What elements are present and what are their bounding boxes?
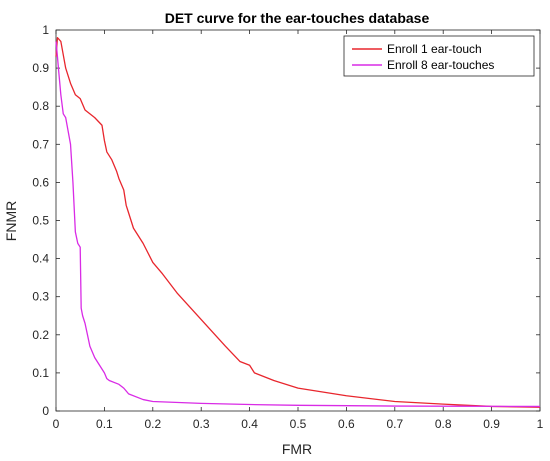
axes-box [55, 29, 541, 412]
x-tick-label: 0.8 [435, 417, 452, 431]
y-tick-label: 0.8 [32, 99, 49, 113]
x-axis-label: FMR [282, 441, 312, 457]
y-tick-label: 0 [42, 404, 49, 418]
legend-label-2: Enroll 8 ear-touches [387, 58, 494, 72]
legend-label-1: Enroll 1 ear-touch [387, 42, 482, 56]
x-tick-label: 0.5 [290, 417, 307, 431]
x-tick-label: 1 [537, 417, 544, 431]
x-tick-label: 0.4 [241, 417, 258, 431]
legend: Enroll 1 ear-touch Enroll 8 ear-touches [343, 35, 535, 77]
y-tick-label: 0.9 [32, 61, 49, 75]
y-tick-label: 0.2 [32, 328, 49, 342]
chart-title: DET curve for the ear-touches database [165, 10, 430, 26]
x-tick-label: 0.3 [193, 417, 210, 431]
y-tick-label: 0.4 [32, 252, 49, 266]
y-tick-label: 1 [42, 23, 49, 37]
x-tick-label: 0.7 [386, 417, 403, 431]
y-tick-label: 0.6 [32, 175, 49, 189]
x-tick-label: 0.9 [483, 417, 500, 431]
plot-area: 0 0.1 0.2 0.3 0.4 0.5 0.6 0.7 0.8 0.9 1 0 0.1 0.2 0.3 0… [32, 23, 543, 431]
x-tick-label: 0 [53, 417, 60, 431]
legend-box [343, 35, 535, 77]
x-tick-label: 0.1 [96, 417, 113, 431]
y-tick-label: 0.7 [32, 137, 49, 151]
x-tick-label: 0.6 [338, 417, 355, 431]
series-line-1 [55, 36, 541, 408]
y-tick-label: 0.3 [32, 290, 49, 304]
series-line-2 [55, 41, 541, 408]
x-tick-label: 0.2 [144, 417, 161, 431]
y-axis-label: FNMR [3, 201, 19, 241]
y-tick-label: 0.5 [32, 214, 49, 228]
y-tick-label: 0.1 [32, 366, 49, 380]
